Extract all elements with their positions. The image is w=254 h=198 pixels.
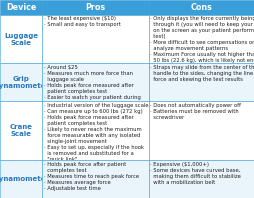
Bar [0,101,42,160]
Bar [0,160,42,198]
Text: · Industrial version of the luggage scale
· Can measure up to 600 lbs (272 kg)
·: · Industrial version of the luggage scal… [43,103,148,162]
Bar [42,0,148,15]
Text: · Holds peak force after patient
  completes test
· Measures time to reach peak : · Holds peak force after patient complet… [43,162,138,191]
Bar [0,63,42,101]
Bar [42,63,148,101]
Text: Grip
Dynamometer: Grip Dynamometer [0,76,49,89]
Text: Luggage
Scale: Luggage Scale [4,33,38,46]
Text: · Straps may slide from the center of the
  handle to the sides, changing the li: · Straps may slide from the center of th… [150,65,254,82]
Bar [0,0,42,15]
Bar [42,101,148,160]
Text: · Only displays the force currently being put
  through it (you will need to kee: · Only displays the force currently bein… [150,16,254,69]
Text: · The least expensive ($10)
· Small and easy to transport: · The least expensive ($10) · Small and … [43,16,120,27]
Text: Device: Device [6,3,36,12]
Text: Cons: Cons [190,3,212,12]
Bar [148,15,254,63]
Text: · Does not automatically power off
· Batteries must be removed with
  screwdrive: · Does not automatically power off · Bat… [150,103,240,120]
Text: Pros: Pros [85,3,105,12]
Text: Crane
Scale: Crane Scale [9,124,33,137]
Text: · Around $25
· Measures much more force than
  luggage scale
· Holds peak force : · Around $25 · Measures much more force … [43,65,140,106]
Bar [42,15,148,63]
Bar [0,15,42,63]
Bar [148,160,254,198]
Text: Dynamometer: Dynamometer [0,176,49,182]
Text: · Expensive ($1,000+)
· Some devices have curved base,
  making them difficult t: · Expensive ($1,000+) · Some devices hav… [150,162,240,185]
Bar [148,0,254,15]
Bar [42,160,148,198]
Bar [148,63,254,101]
Bar [148,101,254,160]
